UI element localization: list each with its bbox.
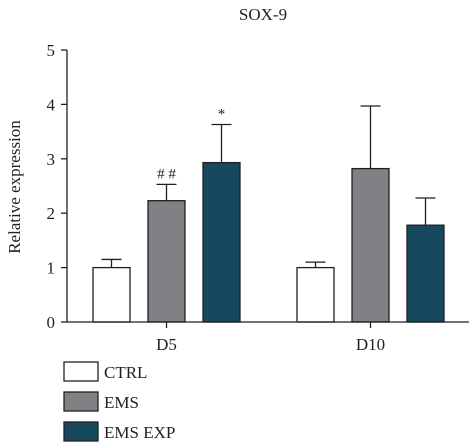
y-tick-label: 3 — [47, 150, 56, 169]
bar-ems-exp-d10 — [406, 224, 445, 323]
significance-marker: # # — [157, 166, 176, 182]
bar-ems-d5 — [147, 200, 186, 323]
bar-ctrl-d10 — [296, 266, 335, 323]
significance-marker: * — [218, 107, 226, 123]
legend-swatch — [63, 391, 99, 412]
bar-ctrl-d5 — [92, 266, 131, 323]
x-tick-label: D10 — [356, 335, 385, 354]
legend-label: EMS — [104, 393, 139, 412]
y-tick-label: 0 — [47, 313, 56, 332]
chart-title: SOX-9 — [239, 5, 287, 24]
bar-ems-d10 — [351, 167, 390, 323]
bar-ems-exp-d5 — [202, 161, 241, 323]
x-tick-label: D5 — [156, 335, 177, 354]
legend-swatch — [63, 361, 99, 382]
y-axis-label: Relative expression — [5, 120, 24, 254]
y-tick-label: 2 — [47, 204, 56, 223]
legend-label: CTRL — [104, 363, 147, 382]
y-tick-label: 4 — [47, 95, 56, 114]
legend-swatch — [63, 421, 99, 442]
y-tick-label: 1 — [47, 259, 56, 278]
y-tick-label: 5 — [47, 41, 56, 60]
legend-label: EMS EXP — [104, 423, 175, 442]
